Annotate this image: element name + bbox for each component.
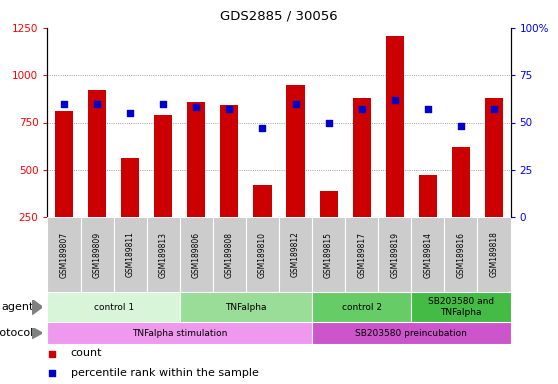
Bar	[213, 217, 246, 292]
Bar	[147, 217, 180, 292]
Text: protocol: protocol	[0, 328, 33, 338]
Bar	[345, 217, 378, 292]
Bar	[80, 217, 114, 292]
Text: SB203580 preincubation: SB203580 preincubation	[355, 328, 467, 338]
Bar	[411, 217, 444, 292]
Point	[357, 106, 366, 113]
Bar	[418, 175, 437, 217]
Point	[291, 101, 300, 107]
Bar	[478, 217, 511, 292]
Bar	[47, 292, 180, 322]
Bar	[312, 292, 411, 322]
Bar	[154, 115, 172, 217]
Text: TNFalpha: TNFalpha	[225, 303, 267, 311]
Bar	[220, 106, 238, 217]
Text: GSM189812: GSM189812	[291, 232, 300, 277]
Point	[60, 101, 69, 107]
Bar	[88, 90, 106, 217]
Text: GSM189813: GSM189813	[158, 232, 168, 278]
Bar	[485, 98, 503, 217]
Text: GSM189811: GSM189811	[126, 232, 134, 277]
Point	[192, 104, 201, 111]
Point	[47, 351, 56, 357]
Point	[424, 106, 432, 113]
Bar	[386, 36, 404, 217]
Point	[93, 101, 102, 107]
Text: control 1: control 1	[94, 303, 134, 311]
Bar	[47, 217, 80, 292]
Polygon shape	[32, 328, 42, 339]
Bar	[279, 217, 312, 292]
Text: SB203580 and
TNFalpha: SB203580 and TNFalpha	[428, 297, 494, 317]
Bar	[253, 185, 272, 217]
Bar	[286, 85, 305, 217]
Bar	[246, 217, 279, 292]
Text: GSM189816: GSM189816	[456, 232, 465, 278]
Bar	[378, 217, 411, 292]
Bar	[47, 322, 312, 344]
Text: count: count	[70, 349, 102, 359]
Text: GSM189817: GSM189817	[357, 232, 366, 278]
Point	[158, 101, 167, 107]
Text: GSM189814: GSM189814	[424, 232, 432, 278]
Text: GSM189819: GSM189819	[390, 232, 400, 278]
Text: GSM189815: GSM189815	[324, 232, 333, 278]
Bar	[180, 292, 312, 322]
Text: percentile rank within the sample: percentile rank within the sample	[70, 367, 258, 377]
Polygon shape	[32, 300, 42, 314]
Point	[390, 97, 399, 103]
Point	[47, 369, 56, 376]
Bar	[444, 217, 478, 292]
Point	[258, 125, 267, 131]
Text: TNFalpha stimulation: TNFalpha stimulation	[132, 328, 228, 338]
Bar	[411, 292, 511, 322]
Text: GSM189810: GSM189810	[258, 232, 267, 278]
Bar	[55, 111, 73, 217]
Bar	[121, 159, 140, 217]
Bar	[312, 322, 511, 344]
Point	[324, 119, 333, 126]
Text: GSM189809: GSM189809	[93, 232, 102, 278]
Text: GSM189806: GSM189806	[192, 232, 201, 278]
Bar	[114, 217, 147, 292]
Text: GSM189808: GSM189808	[225, 232, 234, 278]
Bar	[312, 217, 345, 292]
Bar	[187, 102, 205, 217]
Text: control 2: control 2	[341, 303, 382, 311]
Point	[456, 123, 465, 129]
Text: GSM189818: GSM189818	[489, 232, 498, 277]
Text: agent: agent	[1, 302, 33, 312]
Text: GDS2885 / 30056: GDS2885 / 30056	[220, 10, 338, 23]
Point	[126, 110, 134, 116]
Bar	[452, 147, 470, 217]
Point	[225, 106, 234, 113]
Bar	[353, 98, 371, 217]
Text: GSM189807: GSM189807	[60, 232, 69, 278]
Point	[489, 106, 498, 113]
Bar	[180, 217, 213, 292]
Bar	[320, 190, 338, 217]
